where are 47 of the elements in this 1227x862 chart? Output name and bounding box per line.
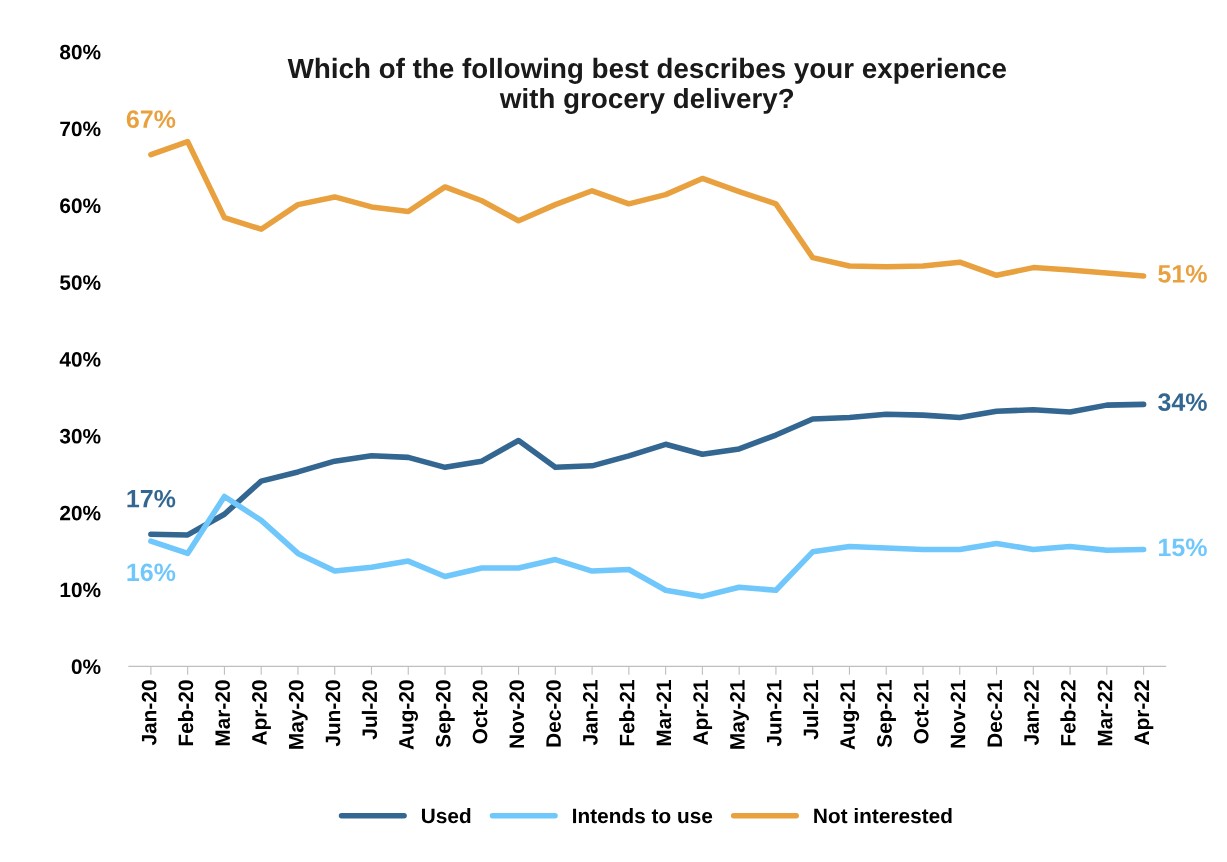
x-tick-label: Feb-22 bbox=[1060, 680, 1076, 746]
x-tick-label: Jul-20 bbox=[361, 680, 378, 740]
x-tick-label: Mar-21 bbox=[656, 680, 672, 746]
x-tick-label: Nov-20 bbox=[509, 680, 525, 748]
x-tick-label: Sep-20 bbox=[435, 680, 455, 748]
x-tick-label: Jul-21 bbox=[802, 680, 819, 740]
x-tick-label: Jun-20 bbox=[325, 680, 341, 747]
x-tick-label: Jan-22 bbox=[1024, 680, 1039, 746]
annotation: 17% bbox=[127, 489, 176, 508]
x-tick-label: Sep-21 bbox=[877, 680, 896, 748]
x-tick-label: Jan-21 bbox=[582, 680, 598, 746]
annotation: 51% bbox=[1158, 265, 1207, 283]
x-tick-label: Jun-21 bbox=[766, 680, 782, 747]
x-tick-label: Oct-20 bbox=[472, 680, 488, 744]
y-tick-label: 80% bbox=[60, 44, 101, 60]
x-tick-label: Apr-21 bbox=[693, 680, 713, 745]
annotation: 67% bbox=[126, 110, 176, 129]
x-tick-label: Jan-20 bbox=[141, 680, 157, 746]
x-tick-label: Oct-21 bbox=[913, 680, 929, 744]
x-tick-label: Mar-20 bbox=[215, 680, 231, 746]
y-tick-label: 40% bbox=[59, 352, 101, 367]
x-tick-label: May-21 bbox=[730, 680, 749, 749]
x-tick-label: Feb-20 bbox=[177, 680, 194, 746]
x-tick-label: Nov-21 bbox=[950, 680, 966, 748]
legend-label: Intends to use bbox=[573, 808, 713, 824]
text: Which of the following best describes your experience with grocery delivery? bbox=[287, 57, 1006, 114]
x-tick-label: Dec-21 bbox=[987, 680, 1003, 747]
y-tick-label: 20% bbox=[60, 505, 101, 521]
y-tick-label: 0% bbox=[71, 659, 101, 675]
legend-label: Not interested bbox=[814, 808, 952, 824]
x-tick-label: Feb-21 bbox=[619, 680, 635, 746]
x-tick-label: Mar-22 bbox=[1097, 680, 1113, 746]
x-tick-label: Apr-20 bbox=[252, 680, 271, 745]
y-tick-label: 70% bbox=[60, 121, 101, 137]
x-tick-label: May-20 bbox=[288, 680, 308, 749]
annotation: 15% bbox=[1159, 538, 1207, 557]
y-tick-label: 10% bbox=[60, 582, 101, 598]
x-tick-label: Apr-22 bbox=[1134, 680, 1154, 745]
annotation: 16% bbox=[127, 563, 176, 582]
x-tick-label: Aug-21 bbox=[840, 680, 860, 750]
x-tick-label: Dec-20 bbox=[546, 680, 561, 747]
y-tick-label: 30% bbox=[59, 428, 101, 444]
legend-label: Used bbox=[421, 808, 471, 824]
x-tick-label: Aug-20 bbox=[399, 680, 418, 750]
annotation: 34% bbox=[1158, 393, 1207, 412]
y-tick-label: 50% bbox=[60, 275, 101, 290]
y-tick-label: 60% bbox=[60, 198, 101, 214]
